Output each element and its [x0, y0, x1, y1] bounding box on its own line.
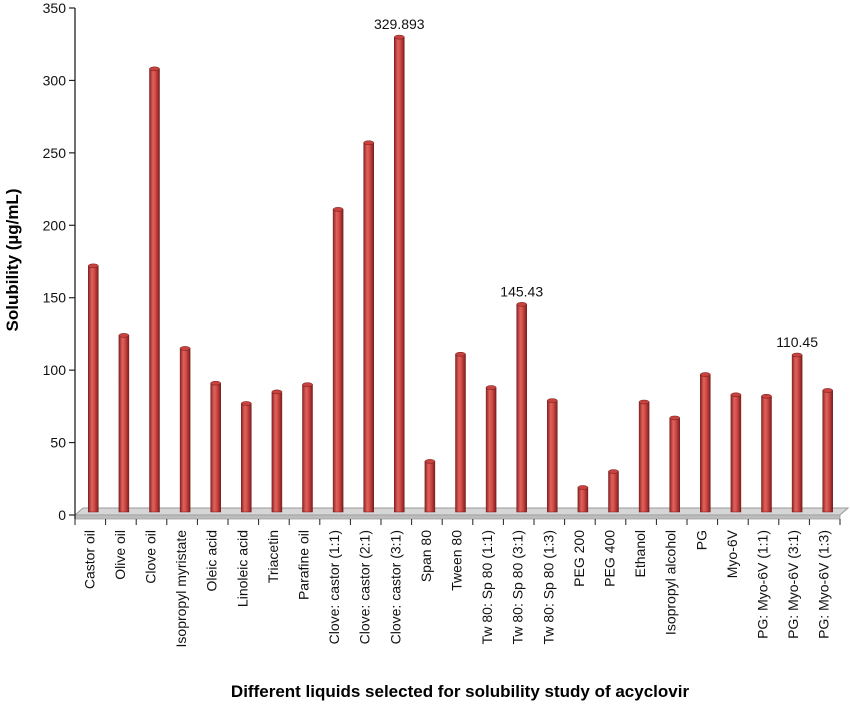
y-tick-label: 50 [50, 435, 66, 451]
bar-cap [700, 372, 711, 377]
bar [210, 382, 221, 513]
bar [424, 461, 436, 513]
y-tick-label: 250 [43, 145, 67, 161]
category-label: Tw 80: Sp 80 (3:1) [510, 530, 526, 644]
y-tick-label: 100 [43, 362, 67, 378]
bar [88, 265, 99, 513]
data-label: 145.43 [500, 283, 543, 299]
bar-cap [669, 415, 680, 421]
bar-cap [791, 352, 803, 358]
bar [332, 209, 344, 513]
data-label: 110.45 [776, 334, 818, 350]
bar [822, 390, 833, 513]
category-label: Parafine oil [296, 530, 312, 600]
category-label: Olive oil [112, 530, 128, 580]
bar [485, 387, 497, 513]
bar-cap [302, 382, 313, 387]
bar [700, 374, 711, 513]
category-label: Tw 80: Sp 80 (1:3) [540, 530, 556, 644]
bar-cap [118, 333, 130, 338]
bar-cap [608, 469, 619, 474]
x-axis-title: Different liquids selected for solubilit… [231, 682, 690, 701]
bar-cap [88, 263, 99, 269]
bar [608, 471, 619, 513]
bar [669, 417, 680, 513]
category-label: Clove: castor (2:1) [357, 530, 373, 644]
category-label: Clove oil [143, 530, 159, 584]
bar-cap [332, 207, 344, 212]
bar-cap [822, 388, 833, 393]
y-axis-title: Solubility (µg/mL) [3, 189, 22, 332]
category-label: Castor oil [81, 530, 97, 589]
bar [179, 348, 191, 513]
category-label: PG [693, 530, 709, 550]
y-tick-label: 300 [43, 72, 67, 88]
bar [455, 353, 466, 513]
y-tick-label: 150 [43, 290, 67, 306]
category-label: Clove: castor (3:1) [387, 530, 403, 644]
category-label: PG: Myo-6V (1:3) [816, 530, 832, 639]
category-label: PG: Myo-6V (3:1) [785, 530, 801, 639]
bar [577, 487, 589, 513]
y-tick-label: 0 [58, 507, 66, 523]
chart-floor-edge [74, 514, 841, 520]
bar [730, 394, 742, 513]
bar-cap [547, 398, 558, 403]
bar-cap [210, 380, 221, 386]
bars-layer [88, 34, 833, 513]
category-label: Myo-6V [724, 529, 740, 578]
category-label: Triacetin [265, 530, 281, 583]
labels-layer: Castor oil Olive oil Clove oil Isopropyl my… [81, 16, 831, 647]
category-label: Span 80 [418, 530, 434, 582]
bar [363, 142, 374, 513]
category-label: Tween 80 [449, 530, 465, 591]
category-label: Isopropyl myristate [173, 530, 189, 648]
bar [547, 400, 558, 513]
bar-cap [241, 401, 252, 406]
bar [302, 384, 313, 513]
category-label: Isopropyl alcohol [663, 530, 679, 635]
bar-cap [455, 351, 466, 357]
bar-cap [394, 34, 405, 40]
axis-layer: 0 50 100 150 200 250 300 350 [43, 0, 850, 525]
category-label: Linoleic acid [234, 530, 250, 607]
bar-cap [730, 392, 742, 398]
bar [271, 391, 283, 513]
bar [638, 401, 650, 513]
bar-cap [363, 140, 374, 145]
bar [791, 354, 803, 513]
bar [118, 335, 130, 513]
bar-cap [638, 399, 650, 405]
category-label: Tw 80: Sp 80 (1:1) [479, 530, 495, 644]
bar-cap [577, 485, 589, 490]
category-label: Ethanol [632, 530, 648, 577]
category-label: PEG 400 [602, 530, 618, 587]
bar-cap [516, 302, 527, 307]
y-tick-label: 200 [43, 217, 67, 233]
bar [149, 68, 160, 513]
data-label: 329.893 [374, 16, 425, 32]
bar-cap [179, 346, 191, 351]
bar [761, 395, 772, 513]
bar-cap [424, 459, 436, 464]
bar [516, 304, 527, 513]
category-label: PG: Myo-6V (1:1) [755, 530, 771, 639]
bar [241, 403, 252, 513]
bar-cap [761, 393, 772, 399]
category-label: PEG 200 [571, 530, 587, 587]
category-label: Clove: castor (1:1) [326, 530, 342, 644]
bar-cap [149, 66, 160, 72]
category-label: Oleic acid [204, 530, 220, 591]
bar [394, 36, 405, 513]
bar-cap [271, 389, 283, 395]
bar-cap [485, 385, 497, 390]
y-tick-label: 350 [43, 0, 67, 16]
